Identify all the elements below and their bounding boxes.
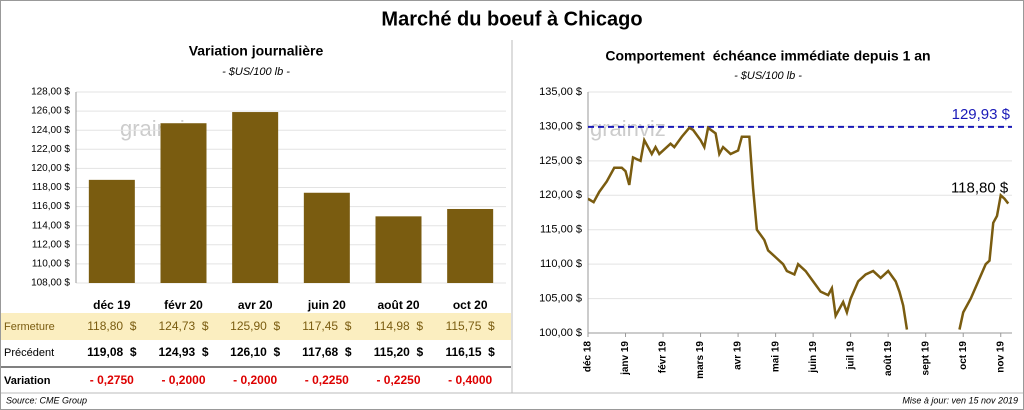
annotation: 118,80 $ <box>951 180 1009 197</box>
x-tick-label: déc 19 <box>93 298 131 312</box>
table-cell: - 0,2250 <box>376 373 420 387</box>
x-tick-label: sept 19 <box>920 341 931 376</box>
watermark: grainviz <box>590 116 666 141</box>
y-tick-label: 120,00 $ <box>31 163 70 174</box>
y-tick-label: 115,00 $ <box>540 224 582 236</box>
value-label: 114,98 $ <box>374 319 423 333</box>
table-cell: - 0,2000 <box>161 373 205 387</box>
y-tick-label: 122,00 $ <box>31 144 70 155</box>
source: Source: CME Group <box>6 395 87 405</box>
page-title: Marché du boeuf à Chicago <box>381 8 642 30</box>
line <box>588 125 1010 330</box>
y-tick-label: 124,00 $ <box>31 125 70 136</box>
value-label: 117,45 $ <box>302 319 351 333</box>
bar <box>160 123 207 283</box>
y-tick-label: 105,00 $ <box>539 292 582 304</box>
row-label: Fermeture <box>4 321 55 333</box>
x-tick-label: oct 19 <box>958 341 969 370</box>
y-tick-label: 108,00 $ <box>31 278 70 289</box>
table-cell: 115,20 $ <box>374 345 424 359</box>
chart-title: Variation journalière <box>189 43 324 59</box>
chart-subtitle: - $US/100 lb - <box>222 66 290 78</box>
y-tick-label: 114,00 $ <box>32 220 71 231</box>
updated: Mise à jour: ven 15 nov 2019 <box>902 395 1018 405</box>
x-tick-label: déc 18 <box>583 341 594 373</box>
table-cell: 119,08 $ <box>87 345 137 359</box>
value-label: 118,80 $ <box>87 319 136 333</box>
table-cell: 124,93 $ <box>158 345 208 359</box>
x-tick-label: oct 20 <box>453 298 488 312</box>
row-label: Précédent <box>4 347 54 359</box>
y-tick-label: 128,00 $ <box>31 87 70 98</box>
x-tick-label: juin 20 <box>307 298 346 312</box>
value-label: 115,75 $ <box>446 319 495 333</box>
x-tick-label: juil 19 <box>845 341 856 371</box>
x-tick-label: août 19 <box>883 341 894 376</box>
y-tick-label: 135,00 $ <box>539 86 582 98</box>
x-tick-label: août 20 <box>377 298 419 312</box>
bar <box>447 208 494 283</box>
x-tick-label: avr 19 <box>733 341 744 370</box>
row-highlight <box>1 313 511 340</box>
y-tick-label: 112,00 $ <box>32 239 71 250</box>
x-tick-label: févr 19 <box>658 341 669 374</box>
table-cell: 116,15 $ <box>445 345 495 359</box>
y-tick-label: 130,00 $ <box>539 120 582 132</box>
x-tick-label: nov 19 <box>995 341 1006 373</box>
y-tick-label: 116,00 $ <box>32 201 71 212</box>
bar <box>375 216 422 283</box>
y-tick-label: 110,00 $ <box>32 259 71 270</box>
x-tick-label: mai 19 <box>770 341 781 373</box>
table-cell: - 0,2250 <box>305 373 349 387</box>
table-cell: 126,10 $ <box>230 345 280 359</box>
table-cell: - 0,2750 <box>90 373 134 387</box>
bar <box>88 179 135 283</box>
table-cell: - 0,2000 <box>233 373 277 387</box>
reference-label: 129,93 $ <box>952 106 1011 123</box>
table-cell: - 0,4000 <box>448 373 492 387</box>
row-label: Variation <box>4 375 51 387</box>
x-tick-label: juin 19 <box>808 341 819 374</box>
y-tick-label: 125,00 $ <box>539 155 582 167</box>
table-cell: 117,68 $ <box>302 345 352 359</box>
bar <box>303 192 350 283</box>
value-label: 124,73 $ <box>158 319 208 333</box>
x-tick-label: janv 19 <box>620 341 631 376</box>
y-tick-label: 118,00 $ <box>32 182 71 193</box>
value-label: 125,90 $ <box>230 319 280 333</box>
chart-title: Comportement échéance immédiate depuis 1… <box>605 48 930 64</box>
chart-subtitle: - $US/100 lb - <box>734 70 802 82</box>
x-tick-label: févr 20 <box>164 298 203 312</box>
x-tick-label: avr 20 <box>238 298 273 312</box>
y-tick-label: 100,00 $ <box>539 327 582 339</box>
bar <box>232 112 279 284</box>
x-tick-label: mars 19 <box>695 341 706 379</box>
y-tick-label: 120,00 $ <box>539 189 582 201</box>
y-tick-label: 126,00 $ <box>31 106 70 117</box>
y-tick-label: 110,00 $ <box>540 258 582 270</box>
